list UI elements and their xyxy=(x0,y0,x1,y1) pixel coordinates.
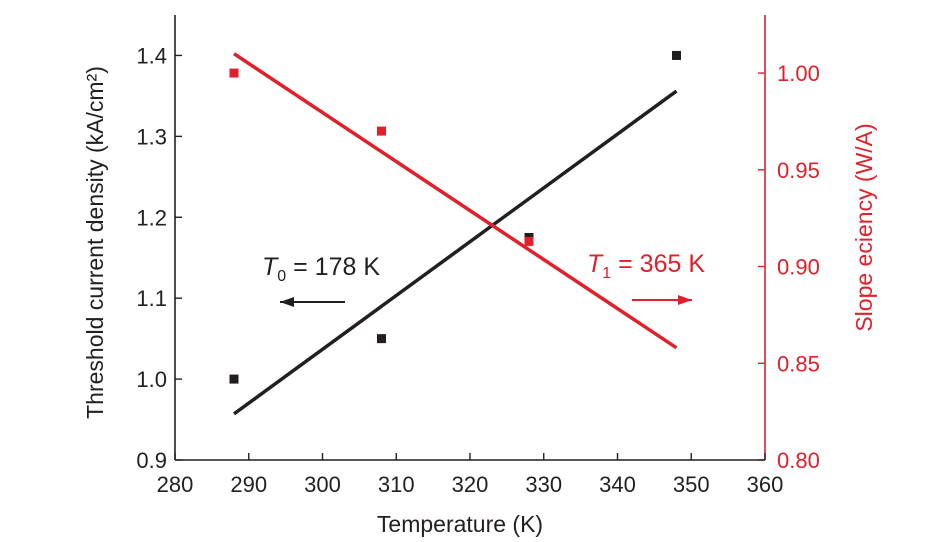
x-tick-label: 320 xyxy=(452,472,489,497)
left-y-tick-label: 1.3 xyxy=(136,124,167,149)
left-y-tick-label: 1.0 xyxy=(136,367,167,392)
x-tick-label: 360 xyxy=(747,472,784,497)
right-y-tick-label: 0.90 xyxy=(777,255,820,280)
threshold-fit-line xyxy=(232,89,678,416)
annotation-label: T1 = 365 K xyxy=(587,250,705,282)
x-tick-label: 310 xyxy=(378,472,415,497)
x-axis-title: Temperature (K) xyxy=(377,511,543,537)
left-y-tick-label: 1.2 xyxy=(136,205,167,230)
slope-data-point xyxy=(524,236,534,246)
x-tick-label: 290 xyxy=(230,472,267,497)
plot-area xyxy=(229,50,681,416)
x-tick-label: 350 xyxy=(673,472,710,497)
right-y-tick-label: 1.00 xyxy=(777,61,820,86)
left-y-tick-label: 1.4 xyxy=(136,43,167,68)
x-tick-label: 300 xyxy=(304,472,341,497)
x-tick-label: 330 xyxy=(525,472,562,497)
x-axis: 280 290 300 310 320 330 340 350 360 Temperature (… xyxy=(157,453,784,537)
right-y-axis-title: Slope eciency (W/A) xyxy=(851,123,877,331)
slope-data-point xyxy=(229,68,239,78)
annotation-arrow-head xyxy=(678,295,692,305)
left-y-axis-title: Threshold current density (kA/cm²) xyxy=(82,66,108,419)
annotation-arrow-head xyxy=(280,297,294,307)
slope-data-point xyxy=(377,126,386,136)
slope-fit-line xyxy=(233,52,678,350)
right-y-tick-label: 0.80 xyxy=(777,448,820,473)
left-y-tick-label: 0.9 xyxy=(136,448,167,473)
x-tick-label: 340 xyxy=(599,472,636,497)
right-y-tick-label: 0.95 xyxy=(777,158,820,183)
annotations: T0 = 178 K T1 = 365 K xyxy=(262,250,705,307)
threshold-data-point xyxy=(229,374,239,384)
threshold-data-point xyxy=(672,50,681,60)
x-tick-label: 280 xyxy=(157,472,194,497)
threshold-data-point xyxy=(377,334,386,344)
right-y-tick-label: 0.85 xyxy=(777,351,820,376)
left-y-axis: 0.9 1.0 1.1 1.2 1.3 1.4 Threshold current dens… xyxy=(82,15,182,473)
left-y-tick-label: 1.1 xyxy=(136,286,167,311)
right-y-axis: 0.80 0.85 0.90 0.95 1.00 Slope eciency (W/A) xyxy=(758,15,877,473)
annotation-label: T0 = 178 K xyxy=(262,253,380,285)
